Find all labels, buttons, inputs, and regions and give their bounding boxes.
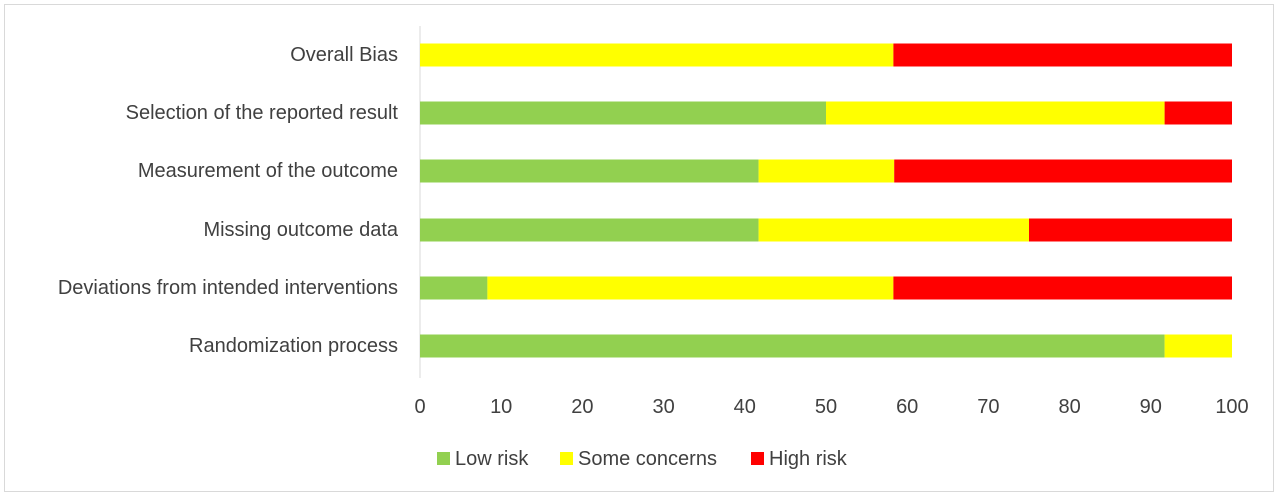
bar-segment-some-concerns [1164,334,1232,358]
bar-segment-low-risk [420,101,826,125]
category-label: Overall Bias [290,44,398,66]
legend-label: Some concerns [578,448,717,470]
legend: Low risk Some concerns High risk [437,448,848,470]
x-tick-labels: 0 10 20 30 40 50 60 70 80 90 100 [414,396,1248,418]
x-tick-label: 100 [1215,396,1248,418]
category-label: Missing outcome data [203,219,398,241]
x-tick-label: 60 [896,396,918,418]
legend-label: Low risk [455,448,529,470]
x-tick-label: 20 [571,396,593,418]
bar-segment-high-risk [1029,218,1232,242]
x-tick-label: 80 [1058,396,1080,418]
category-labels: Overall Bias Selection of the reported re… [58,44,399,357]
bar-segment-some-concerns [758,159,895,183]
bar-segment-some-concerns [758,218,1029,242]
bars [420,43,1232,358]
chart-frame [4,4,1274,492]
bar-segment-high-risk [1164,101,1232,125]
x-tick-label: 70 [977,396,999,418]
legend-swatch-low-risk [437,452,450,465]
bar-segment-some-concerns [487,276,894,300]
legend-label: High risk [769,448,848,470]
bar-segment-high-risk [893,43,1232,67]
bar-segment-low-risk [420,334,1165,358]
bar-segment-low-risk [420,276,488,300]
category-label: Selection of the reported result [126,102,399,124]
x-tick-label: 10 [490,396,512,418]
x-tick-label: 90 [1140,396,1162,418]
bar-segment-some-concerns [826,101,1165,125]
x-tick-label: 50 [815,396,837,418]
category-label: Measurement of the outcome [138,160,398,182]
x-tick-label: 30 [652,396,674,418]
x-tick-label: 40 [734,396,756,418]
bar-segment-high-risk [893,276,1232,300]
legend-swatch-some-concerns [560,452,573,465]
category-label: Deviations from intended interventions [58,277,398,299]
category-label: Randomization process [189,335,398,357]
bar-segment-some-concerns [420,43,894,67]
bar-segment-low-risk [420,159,759,183]
legend-swatch-high-risk [751,452,764,465]
x-tick-label: 0 [414,396,425,418]
bar-segment-low-risk [420,218,759,242]
bar-segment-high-risk [894,159,1232,183]
